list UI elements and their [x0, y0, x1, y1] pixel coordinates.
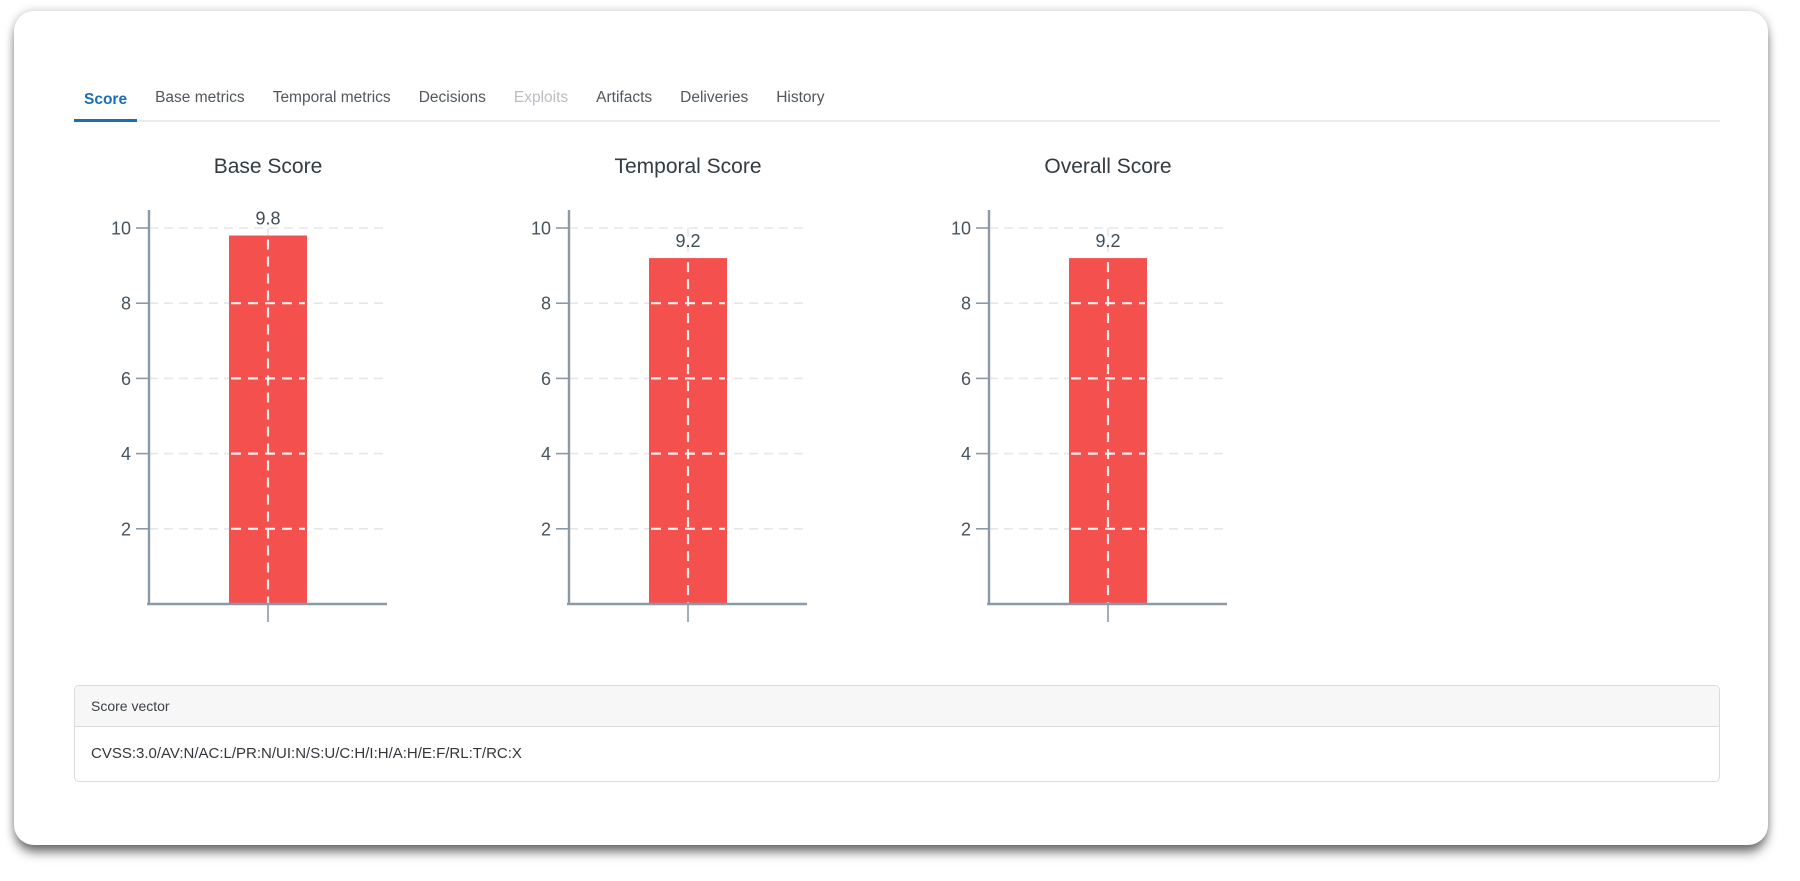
- bar-value-label: 9.8: [255, 209, 280, 229]
- tab-base-metrics[interactable]: Base metrics: [145, 89, 255, 120]
- y-tick-label: 4: [121, 444, 131, 464]
- chart-title: Temporal Score: [614, 155, 761, 178]
- chart-title: Base Score: [214, 155, 323, 178]
- tab-artifacts[interactable]: Artifacts: [586, 89, 662, 120]
- tab-temporal-metrics[interactable]: Temporal metrics: [263, 89, 401, 120]
- tab-deliveries[interactable]: Deliveries: [670, 89, 758, 120]
- y-tick-label: 10: [111, 219, 131, 239]
- tab-history[interactable]: History: [766, 89, 834, 120]
- tab-score[interactable]: Score: [74, 91, 138, 122]
- base-score-svg: Base Score 2 4 6 8 10 9.8: [111, 155, 387, 622]
- bar-value-label: 9.2: [1095, 231, 1120, 251]
- y-tick-label: 8: [961, 294, 971, 314]
- tab-decisions[interactable]: Decisions: [409, 89, 496, 120]
- score-vector-header: Score vector: [75, 686, 1719, 727]
- chart-base-score: Base Score 2 4 6 8 10 9.8: [39, 141, 459, 635]
- y-tick-label: 8: [541, 294, 551, 314]
- y-tick-label: 6: [961, 369, 971, 389]
- y-tick-label: 10: [951, 219, 971, 239]
- overall-score-svg: Overall Score 2 4 6 8 10 9.2: [951, 155, 1227, 622]
- charts-row: Base Score 2 4 6 8 10 9.8 Temporal Score 2 4 6 8 10 9…: [39, 141, 1768, 635]
- score-vector-panel: Score vector CVSS:3.0/AV:N/AC:L/PR:N/UI:…: [74, 685, 1720, 782]
- y-tick-label: 2: [541, 519, 551, 539]
- chart-title: Overall Score: [1044, 155, 1171, 178]
- y-tick-label: 2: [121, 519, 131, 539]
- y-tick-label: 4: [961, 444, 971, 464]
- temporal-score-svg: Temporal Score 2 4 6 8 10 9.2: [531, 155, 807, 622]
- y-tick-label: 2: [961, 519, 971, 539]
- chart-overall-score: Overall Score 2 4 6 8 10 9.2: [879, 141, 1299, 635]
- tab-exploits: Exploits: [504, 89, 578, 120]
- score-card: Score Base metrics Temporal metrics Decisio…: [14, 11, 1768, 845]
- y-tick-label: 8: [121, 294, 131, 314]
- tab-bar: Score Base metrics Temporal metrics Decisio…: [74, 89, 1720, 122]
- y-tick-label: 10: [531, 219, 551, 239]
- chart-temporal-score: Temporal Score 2 4 6 8 10 9.2: [459, 141, 879, 635]
- y-tick-label: 6: [121, 369, 131, 389]
- score-vector-value: CVSS:3.0/AV:N/AC:L/PR:N/UI:N/S:U/C:H/I:H…: [91, 745, 522, 762]
- y-tick-label: 6: [541, 369, 551, 389]
- bar-value-label: 9.2: [675, 231, 700, 251]
- y-tick-label: 4: [541, 444, 551, 464]
